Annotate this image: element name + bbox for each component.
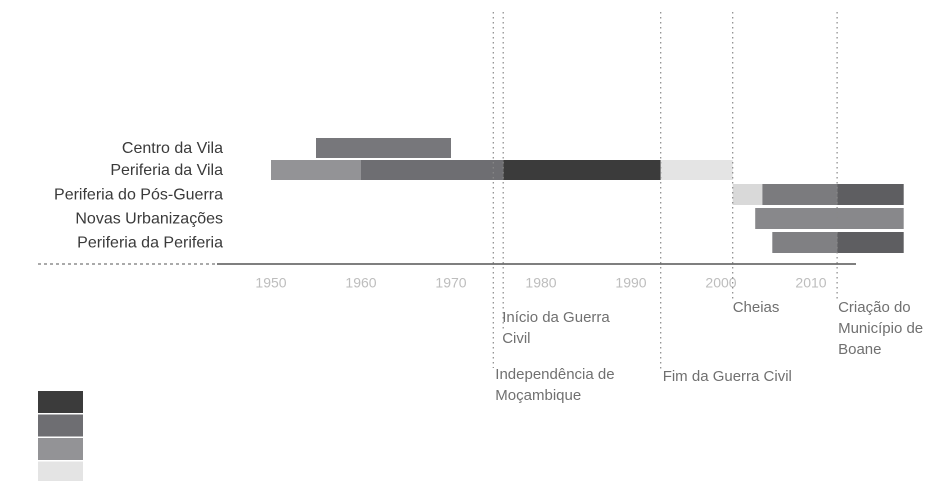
row-label: Centro da Vila xyxy=(122,140,223,157)
event-label: Fim da Guerra Civil xyxy=(663,366,792,387)
row-label: Periferia do Pós-Guerra xyxy=(54,187,223,204)
event-label-line: Cheias xyxy=(732,299,780,316)
row-label: Periferia da Periferia xyxy=(77,235,223,252)
event-label-line: Civil xyxy=(502,330,531,347)
row-label: Periferia da Vila xyxy=(110,162,223,179)
bar-segment xyxy=(837,232,904,253)
event-label-line: Criação do xyxy=(838,299,911,316)
x-tick-label: 1970 xyxy=(435,275,466,291)
x-tick-label: 2000 xyxy=(705,275,736,291)
event-label: Independência de Moçambique xyxy=(495,364,614,406)
x-tick-label: 1980 xyxy=(525,275,556,291)
bar-segment xyxy=(316,138,451,158)
bar-segment xyxy=(732,184,763,205)
event-label-line: Município de xyxy=(838,320,924,337)
bar-segment xyxy=(762,184,838,205)
event-label-line: Moçambique xyxy=(495,387,582,404)
legend-swatch xyxy=(38,461,83,481)
legend-swatch xyxy=(38,391,83,413)
legend-swatch xyxy=(38,438,83,460)
event-label: Cheias xyxy=(733,297,780,318)
row-label: Novas Urbanizações xyxy=(75,211,223,228)
x-tick-label: 1990 xyxy=(615,275,646,291)
bar-segment xyxy=(503,160,661,180)
x-tick-label: 1960 xyxy=(345,275,376,291)
event-label: Início da Guerra Civil xyxy=(502,307,610,349)
legend-swatch xyxy=(38,414,83,437)
bar-segment xyxy=(271,160,361,180)
x-tick-label: 2010 xyxy=(795,275,826,291)
event-label-line: Início da Guerra xyxy=(502,309,610,326)
bar-segment xyxy=(361,160,504,180)
event-label: Criação do Município de Boane xyxy=(838,297,923,360)
bar-segment xyxy=(755,208,904,229)
event-label-line: Boane xyxy=(838,341,882,358)
bar-segment xyxy=(772,232,838,253)
bar-segment xyxy=(837,184,904,205)
x-tick-label: 1950 xyxy=(255,275,286,291)
bar-segment xyxy=(660,160,733,180)
event-label-line: Fim da Guerra Civil xyxy=(662,368,792,385)
event-label-line: Independência de xyxy=(495,366,615,383)
